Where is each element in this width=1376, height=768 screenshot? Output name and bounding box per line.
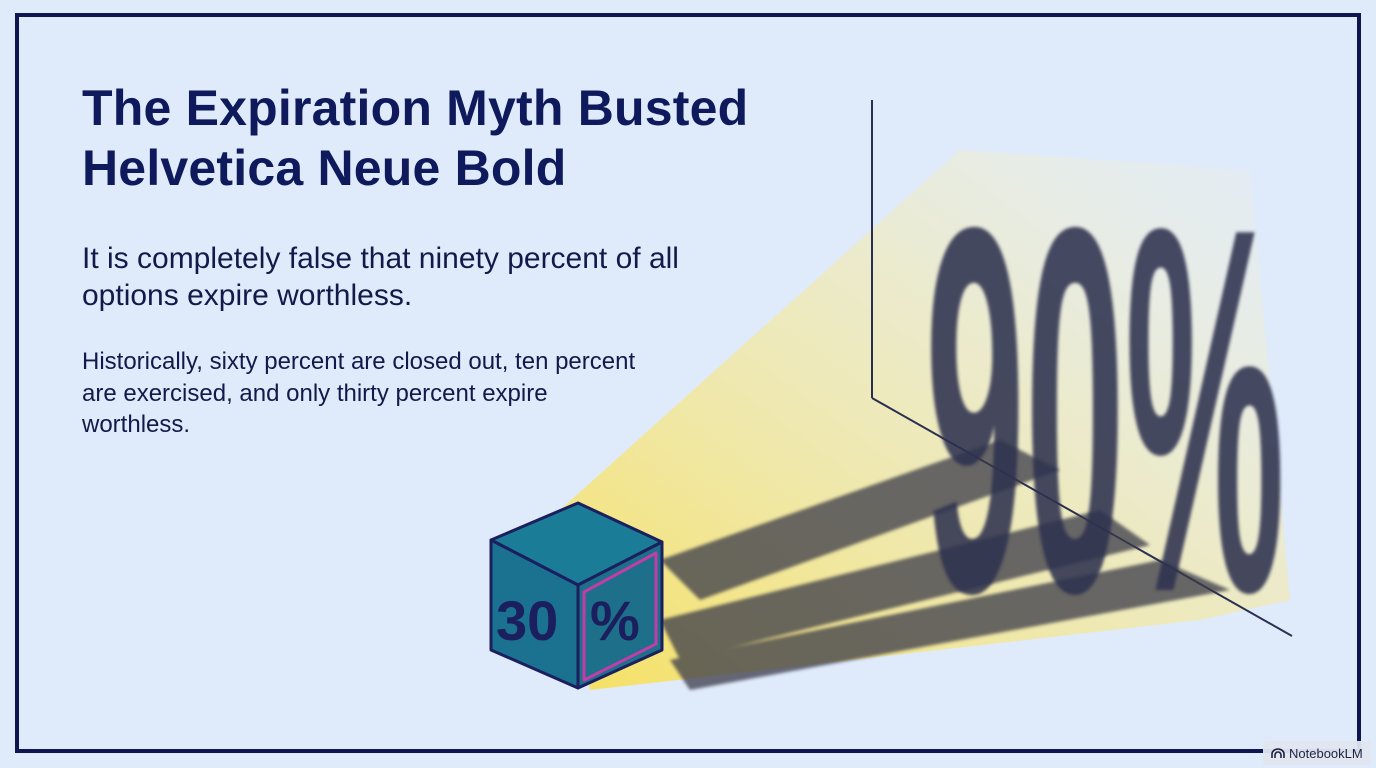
notebooklm-watermark: NotebookLM [1263, 741, 1371, 765]
slide-title: The Expiration Myth Busted Helvetica Neue… [82, 78, 748, 198]
detail-text: Historically, sixty percent are closed o… [82, 348, 636, 438]
cube-30-percent: 30 % [489, 501, 664, 690]
watermark-label: NotebookLM [1289, 745, 1363, 761]
shadow-90-percent: 90% [925, 120, 1285, 701]
notebooklm-icon [1271, 747, 1285, 759]
title-line-2: Helvetica Neue Bold [82, 140, 567, 196]
title-line-1: The Expiration Myth Busted [82, 80, 749, 136]
shadow-floor [660, 440, 1230, 690]
lead-text: It is completely false that ninety perce… [82, 242, 679, 312]
slide-frame [15, 13, 1361, 753]
cube-label-left: 30 [496, 589, 558, 652]
cube-label-right: % [590, 589, 640, 652]
